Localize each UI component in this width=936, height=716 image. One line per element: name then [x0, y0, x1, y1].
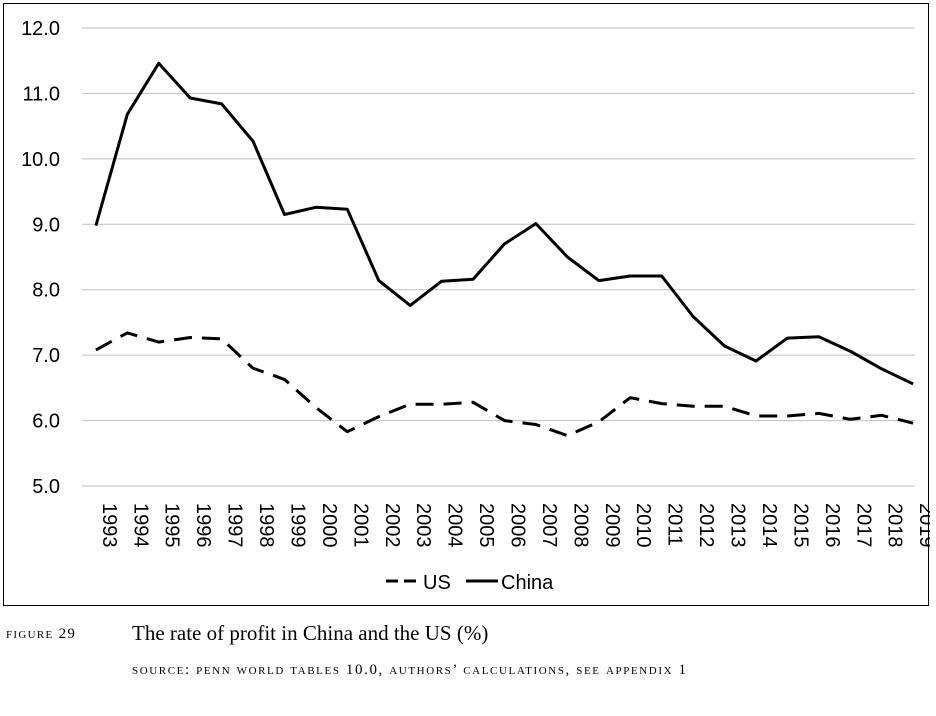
x-tick-label: 2003 [412, 503, 434, 548]
x-tick-label: 2011 [664, 503, 686, 546]
x-tick-label: 2004 [444, 503, 466, 548]
series-line-us [95, 331, 914, 438]
x-tick-label: 2016 [821, 503, 843, 548]
figure-label: FIGURE 29 [6, 626, 77, 642]
y-axis-ticks: 5.0 6.0 7.0 8.0 9.0 10.0 11.0 12.0 [21, 18, 60, 498]
x-tick-label: 1997 [224, 503, 246, 548]
figure-source: SOURCE: PENN WORLD TABLES 10.0, AUTHORS’… [132, 662, 688, 678]
gridlines [82, 27, 915, 487]
x-tick-label: 2005 [475, 503, 497, 548]
x-tick-label: 1993 [98, 503, 120, 548]
y-tick-label: 8.0 [32, 280, 60, 302]
x-tick-label: 2010 [632, 503, 654, 548]
x-tick-label: 2000 [318, 503, 340, 548]
x-tick-label: 2009 [601, 503, 623, 548]
y-tick-label: 9.0 [32, 214, 60, 236]
legend-us-label: US [423, 572, 451, 594]
x-tick-label: 2018 [884, 503, 906, 548]
x-tick-label: 2006 [507, 503, 529, 548]
x-tick-label: 2015 [789, 503, 811, 548]
x-tick-label: 1999 [286, 503, 308, 548]
y-tick-label: 7.0 [32, 345, 60, 367]
y-tick-label: 5.0 [32, 476, 60, 498]
chart-frame: 5.0 6.0 7.0 8.0 9.0 10.0 11.0 12.0 1993 1994 1995… [3, 3, 930, 606]
series-lines [94, 61, 914, 438]
x-tick-label: 1998 [255, 503, 277, 548]
x-tick-label: 1996 [192, 503, 214, 548]
y-tick-label: 10.0 [21, 149, 60, 171]
x-tick-label: 2001 [349, 503, 371, 548]
line-chart: 5.0 6.0 7.0 8.0 9.0 10.0 11.0 12.0 1993 1994 1995… [21, 18, 930, 594]
legend: US China [386, 572, 554, 594]
y-tick-label: 6.0 [32, 411, 60, 433]
x-tick-label: 2007 [538, 503, 560, 548]
x-tick-label: 2008 [569, 503, 591, 548]
x-tick-label: 2012 [695, 503, 717, 548]
x-tick-label: 2014 [758, 503, 780, 548]
x-tick-label: 2017 [852, 503, 874, 548]
x-tick-label: 2013 [727, 503, 749, 548]
x-axis-ticks: 1993 1994 1995 1996 1997 1998 1999 2000 2001 2002… [98, 503, 930, 548]
x-tick-label: 2019 [915, 503, 930, 548]
series-line-china [94, 61, 914, 386]
y-tick-label: 12.0 [21, 18, 60, 40]
x-tick-label: 1995 [161, 503, 183, 548]
y-tick-label: 11.0 [23, 83, 60, 105]
figure-title: The rate of profit in China and the US (… [132, 621, 489, 645]
x-tick-label: 2002 [381, 503, 403, 548]
x-tick-label: 1994 [129, 503, 151, 548]
legend-china-label: China [501, 572, 554, 594]
